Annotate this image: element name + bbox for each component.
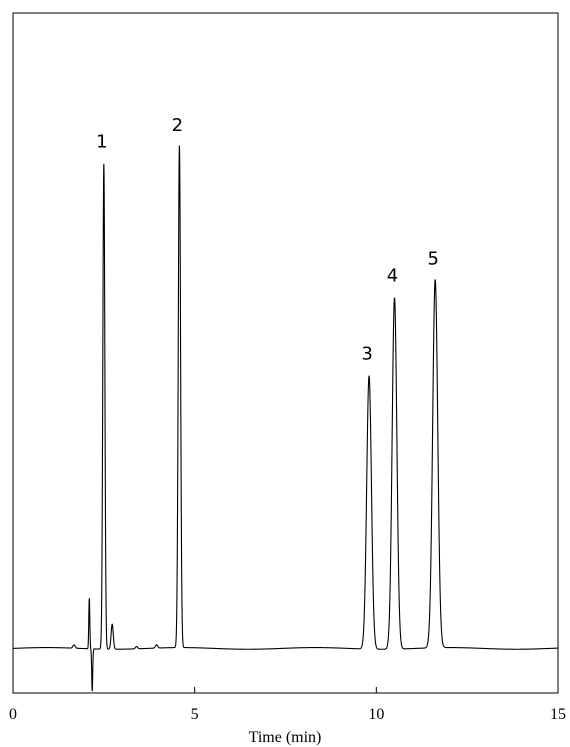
x-tick-labels: 0 5 10 15 — [9, 706, 566, 723]
peak-label-1: 1 — [96, 131, 107, 152]
peak-label-2: 2 — [172, 115, 183, 136]
x-tick-label-5: 5 — [191, 706, 199, 723]
x-axis-label: Time (min) — [249, 729, 322, 746]
x-tick-label-10: 10 — [368, 706, 384, 723]
peak-label-4: 4 — [387, 265, 398, 286]
peak-label-5: 5 — [427, 249, 438, 270]
x-tick-label-0: 0 — [9, 706, 17, 723]
peak-label-3: 3 — [361, 343, 372, 364]
x-tick-label-15: 15 — [550, 706, 566, 723]
chromatogram-trace — [12, 145, 559, 692]
plot-frame — [12, 12, 559, 694]
peak-labels: 1 2 3 4 5 — [96, 115, 439, 365]
x-ticks — [12, 687, 559, 693]
